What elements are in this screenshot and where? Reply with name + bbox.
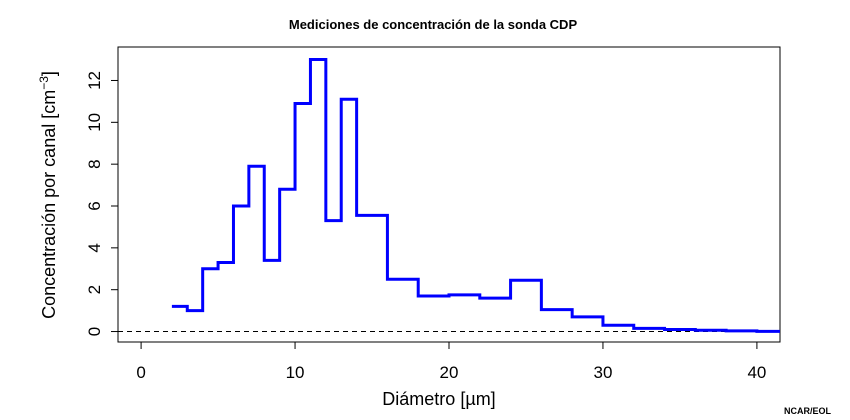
y-axis-label-main: Concentración por canal [cm bbox=[39, 90, 59, 319]
x-tick-label: 40 bbox=[747, 363, 766, 382]
x-tick-label: 10 bbox=[286, 363, 305, 382]
x-axis: 0 10 20 30 40 bbox=[136, 342, 766, 382]
y-axis-label: Concentración por canal [cm−3] bbox=[37, 71, 59, 319]
series-line bbox=[171, 58, 780, 333]
x-tick-label: 0 bbox=[136, 363, 145, 382]
x-axis-label: Diámetro [µm] bbox=[382, 389, 495, 409]
y-tick-label: 10 bbox=[85, 113, 104, 132]
y-tick-label: 6 bbox=[85, 201, 104, 210]
x-tick-label: 20 bbox=[440, 363, 459, 382]
y-tick-label: 0 bbox=[85, 327, 104, 336]
y-axis-label-exponent: −3 bbox=[37, 76, 51, 90]
y-tick-label: 2 bbox=[85, 285, 104, 294]
y-axis-label-end: ] bbox=[39, 71, 59, 76]
plot-frame bbox=[117, 46, 781, 343]
credit-label: NCAR/EOL bbox=[784, 406, 832, 416]
y-tick-label: 8 bbox=[85, 159, 104, 168]
plot-area bbox=[117, 46, 781, 343]
x-tick-label: 30 bbox=[593, 363, 612, 382]
y-tick-label: 12 bbox=[85, 71, 104, 90]
y-axis: 0 2 4 6 8 10 12 bbox=[85, 71, 118, 336]
chart-title: Mediciones de concentración de la sonda … bbox=[289, 17, 578, 32]
y-tick-label: 4 bbox=[85, 243, 104, 252]
